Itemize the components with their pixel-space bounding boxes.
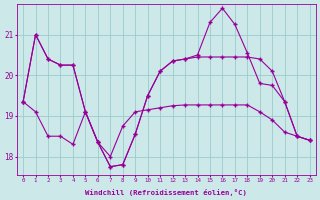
X-axis label: Windchill (Refroidissement éolien,°C): Windchill (Refroidissement éolien,°C)	[85, 189, 247, 196]
